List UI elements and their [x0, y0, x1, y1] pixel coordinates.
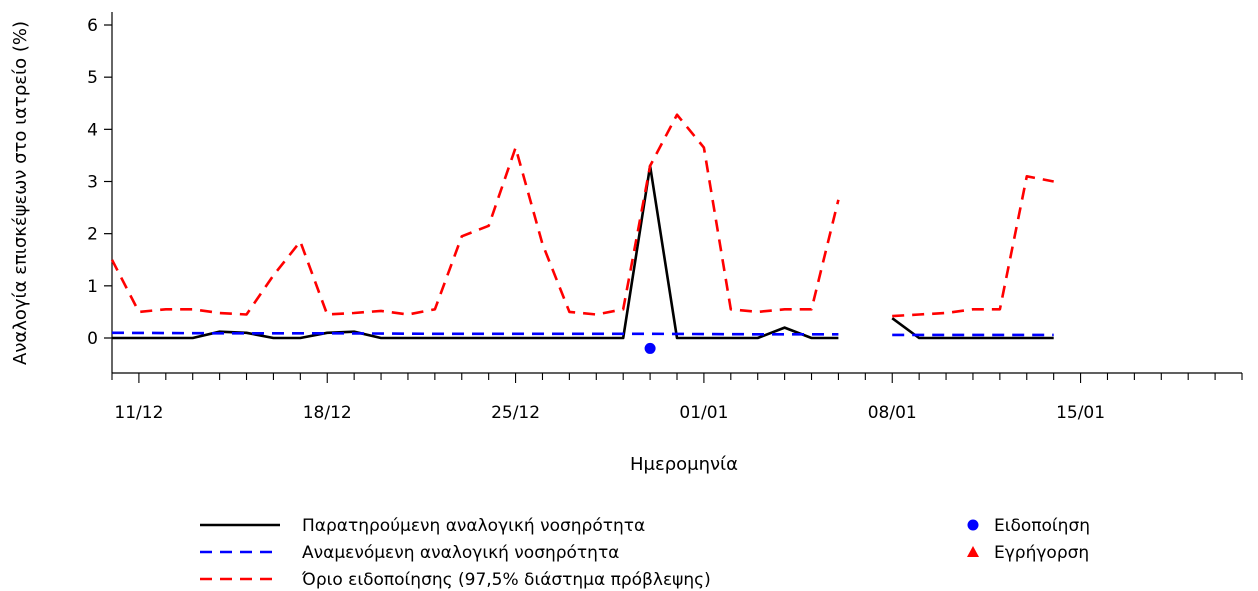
x-tick-label: 15/01	[1056, 403, 1105, 423]
x-tick-label: 08/01	[868, 403, 917, 423]
y-tick-label: 2	[87, 225, 98, 245]
y-tick-label: 1	[87, 277, 98, 297]
y-tick-label: 0	[87, 329, 98, 349]
y-axis: 0 1 2 3 4 5 6	[87, 12, 113, 373]
x-axis-label: Ημερομηνία	[630, 454, 738, 475]
x-tick-label: 25/12	[491, 403, 540, 423]
y-tick-label: 3	[87, 173, 98, 193]
y-axis-label: Αναλογία επισκέψεων στο ιατρείο (%)	[10, 21, 31, 365]
series-line-1	[891, 317, 1054, 340]
legend-label-2: Αναμενόμενη αναλογική νοσηρότητα	[302, 543, 619, 563]
legend-marker-2	[967, 546, 979, 557]
series-line-3	[892, 175, 1054, 318]
marker-point	[644, 342, 656, 354]
legend-marker-1	[967, 519, 979, 531]
y-tick-label: 6	[87, 16, 98, 36]
series-line-3	[110, 113, 840, 316]
x-axis: 11/12 18/12 25/12 01/01 08/01 15/01	[111, 372, 1243, 423]
plot-markers	[644, 342, 656, 354]
plot-series	[110, 113, 1054, 340]
series-line-2	[111, 331, 839, 336]
legend-marker-label-2: Εγρήγορση	[994, 543, 1089, 563]
x-tick-label: 18/12	[303, 403, 352, 423]
x-tick-label: 11/12	[114, 403, 163, 423]
legend-label-3: Όριο ειδοποίησης (97,5% διάστημα πρόβλεψ…	[301, 570, 711, 590]
y-tick-label: 4	[87, 120, 98, 140]
legend: Παρατηρούμενη αναλογική νοσηρότητα Αναμεν…	[200, 516, 1090, 590]
x-tick-label: 01/01	[679, 403, 728, 423]
legend-marker-label-1: Ειδοποίηση	[994, 516, 1090, 536]
legend-label-1: Παρατηρούμενη αναλογική νοσηρότητα	[302, 516, 645, 536]
y-tick-label: 5	[87, 68, 98, 88]
